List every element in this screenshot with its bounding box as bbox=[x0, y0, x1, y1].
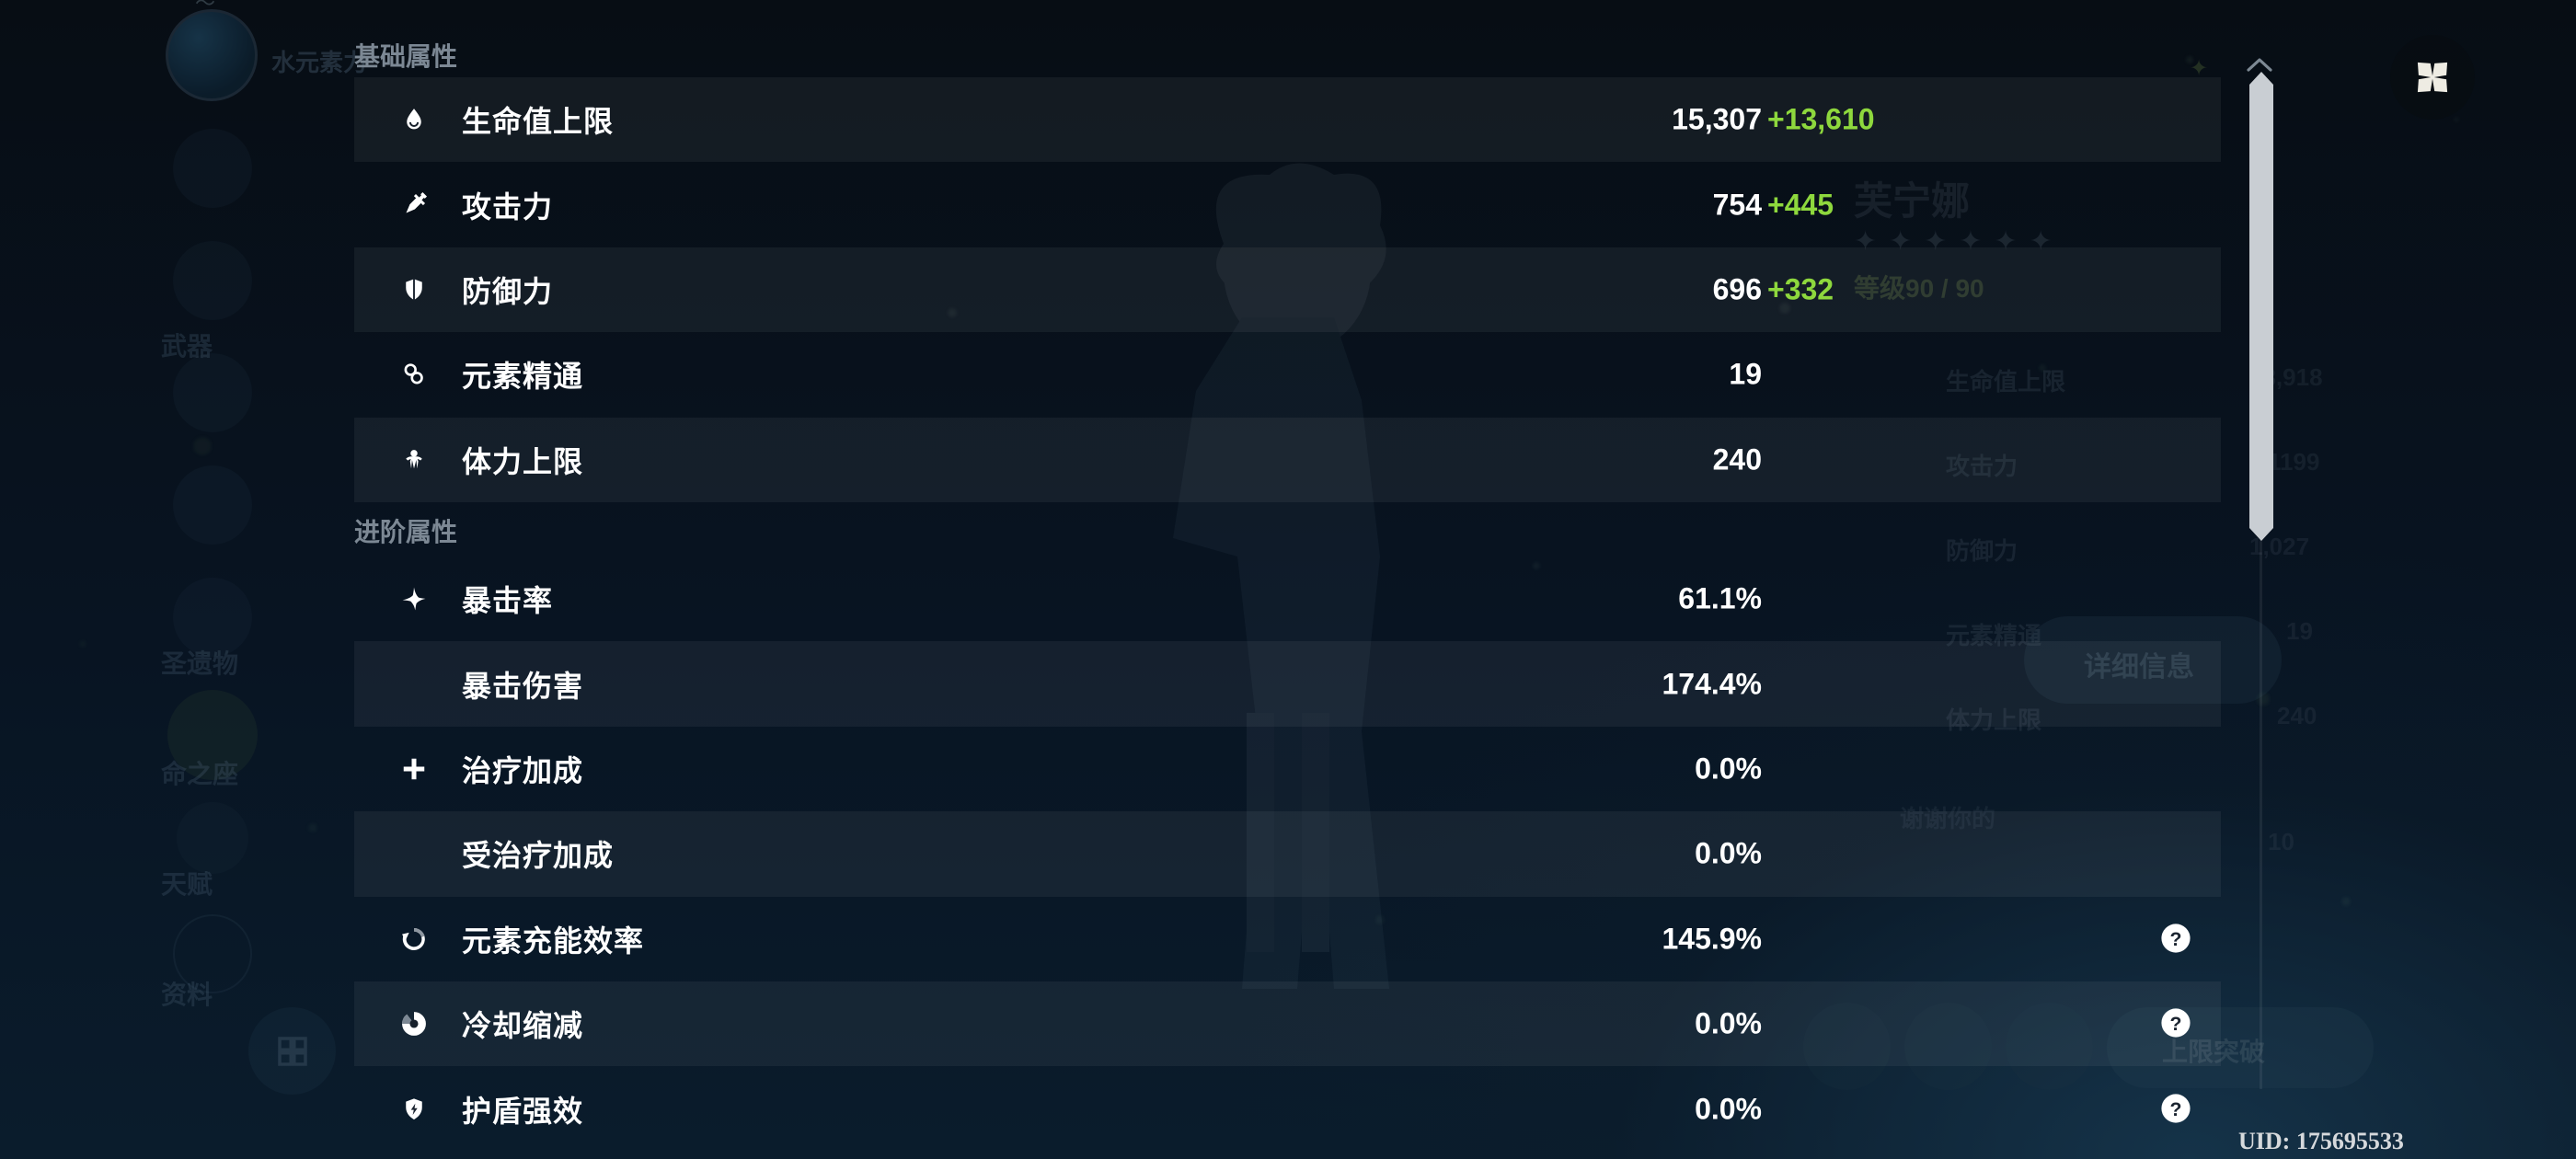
svg-text:?: ? bbox=[2170, 928, 2182, 950]
svg-text:?: ? bbox=[2170, 1097, 2182, 1119]
svg-text:?: ? bbox=[2170, 1013, 2182, 1035]
